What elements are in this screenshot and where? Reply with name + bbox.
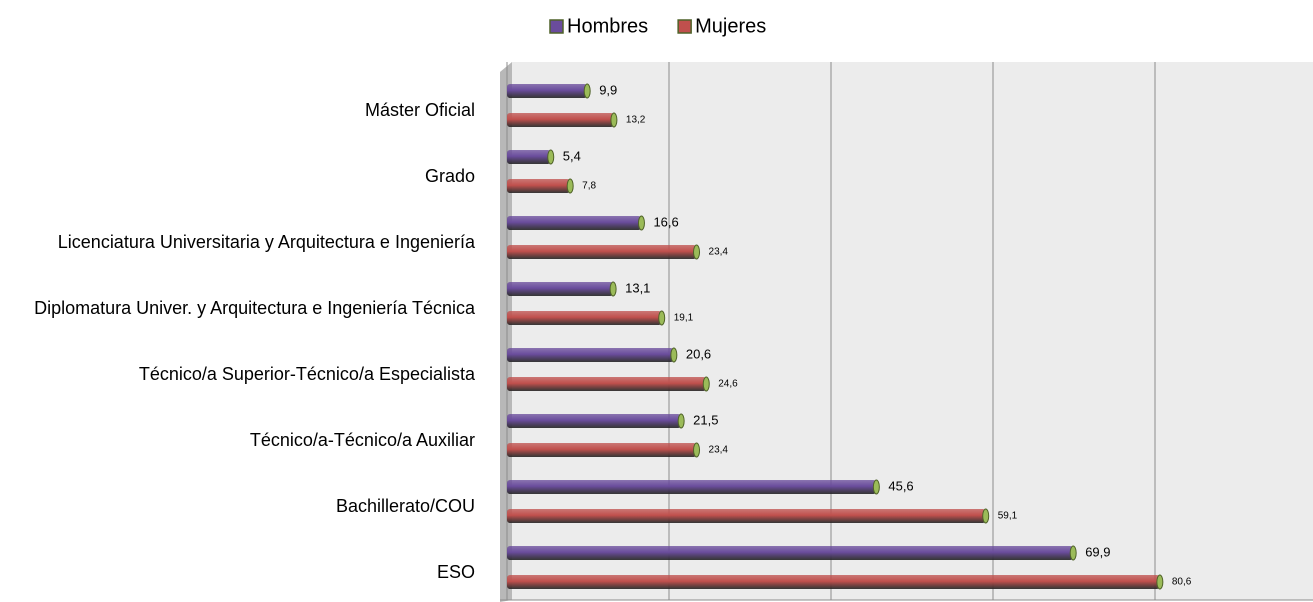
category-label: Técnico/a Superior-Técnico/a Especialist… xyxy=(138,363,475,384)
data-label: 5,4 xyxy=(563,148,581,163)
legend-label: Hombres xyxy=(567,15,648,37)
side-wall xyxy=(500,62,512,602)
bar xyxy=(507,414,682,428)
category-label: ESO xyxy=(436,561,475,582)
data-label: 23,4 xyxy=(709,247,729,258)
category-label: Licenciatura Universitaria y Arquitectur… xyxy=(57,231,475,252)
bar xyxy=(507,113,614,127)
bar xyxy=(507,311,662,325)
bar xyxy=(507,443,697,457)
category-label: Máster Oficial xyxy=(364,99,475,120)
bar xyxy=(507,377,707,391)
bar xyxy=(507,150,551,164)
bar xyxy=(507,575,1160,589)
data-label: 59,1 xyxy=(998,511,1018,522)
bar-end xyxy=(547,149,555,165)
data-label: 16,6 xyxy=(653,214,678,229)
data-label: 23,4 xyxy=(709,445,729,456)
data-label: 7,8 xyxy=(582,181,596,192)
bar xyxy=(507,546,1074,560)
bar xyxy=(507,348,674,362)
bar-end xyxy=(677,413,685,429)
bar xyxy=(507,282,614,296)
category-label: Grado xyxy=(424,165,475,186)
bar xyxy=(507,216,642,230)
bar-end xyxy=(583,83,591,99)
data-label: 9,9 xyxy=(599,82,617,97)
legend-swatch xyxy=(549,19,564,34)
data-label: 13,1 xyxy=(625,280,650,295)
category-label: Bachillerato/COU xyxy=(335,495,475,516)
bar-end xyxy=(670,347,678,363)
bar-end xyxy=(693,442,701,458)
data-label: 19,1 xyxy=(674,313,694,324)
category-label: Diplomatura Univer. y Arquitectura e Ing… xyxy=(34,297,475,318)
category-label: Técnico/a-Técnico/a Auxiliar xyxy=(249,429,475,450)
bar-end xyxy=(566,178,574,194)
bar-end xyxy=(609,281,617,297)
bar-end xyxy=(702,376,710,392)
bar-end xyxy=(658,310,666,326)
legend-label: Mujeres xyxy=(695,15,766,37)
bar-end xyxy=(1069,545,1077,561)
plot-wall xyxy=(500,62,1313,602)
bar-end xyxy=(872,479,880,495)
legend-swatch xyxy=(677,19,692,34)
data-label: 69,9 xyxy=(1085,544,1110,559)
data-label: 45,6 xyxy=(888,478,913,493)
bar xyxy=(507,245,697,259)
bar xyxy=(507,179,571,193)
bar-end xyxy=(1156,574,1164,590)
bar-end xyxy=(693,244,701,260)
bar-end xyxy=(610,112,618,128)
data-label: 80,6 xyxy=(1172,577,1192,588)
data-label: 21,5 xyxy=(693,412,718,427)
data-label: 20,6 xyxy=(686,346,711,361)
bar xyxy=(507,84,588,98)
data-label: 13,2 xyxy=(626,115,646,126)
bar xyxy=(507,480,877,494)
data-label: 24,6 xyxy=(718,379,738,390)
bar xyxy=(507,509,986,523)
bar-end xyxy=(982,508,990,524)
bar-end xyxy=(637,215,645,231)
